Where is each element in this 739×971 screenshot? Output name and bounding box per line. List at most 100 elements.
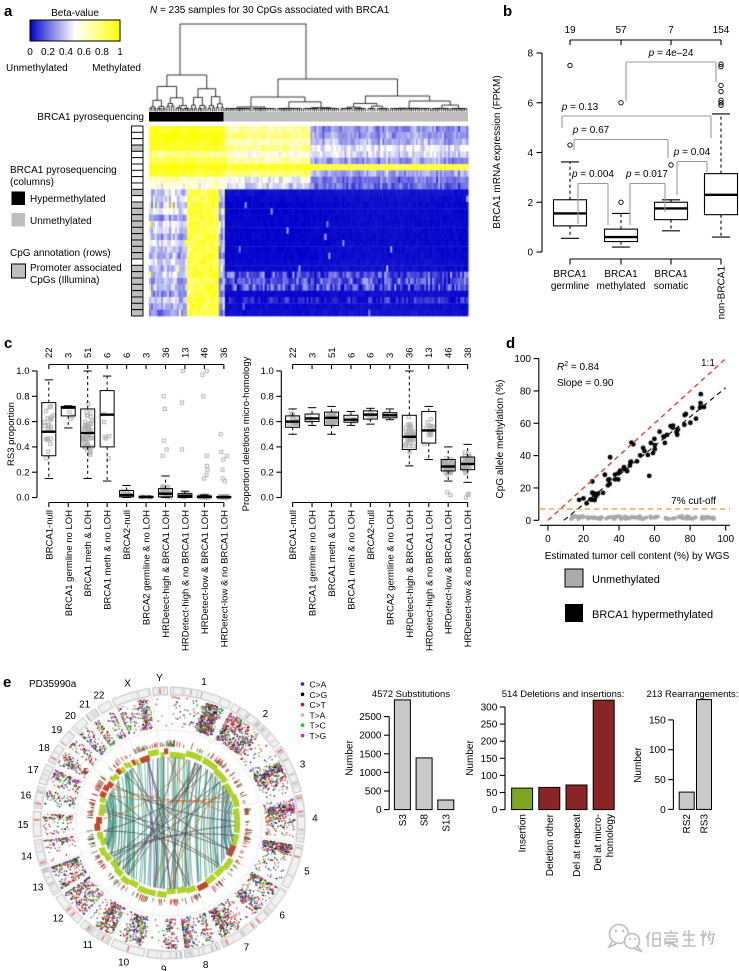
- svg-text:14: 14: [21, 851, 33, 862]
- svg-text:0: 0: [527, 248, 533, 259]
- svg-text:2: 2: [263, 709, 269, 720]
- svg-text:HRDetect-high & no BRCA1 LOH: HRDetect-high & no BRCA1 LOH: [180, 510, 191, 651]
- svg-text:p = 0.13: p = 0.13: [561, 102, 599, 113]
- svg-text:HRDetect-high & BRCA1 LOH: HRDetect-high & BRCA1 LOH: [405, 510, 416, 638]
- svg-text:50: 50: [655, 775, 667, 786]
- svg-text:p = 4e–24: p = 4e–24: [648, 48, 694, 59]
- svg-text:19: 19: [51, 725, 63, 736]
- svg-text:0.4: 0.4: [261, 442, 274, 453]
- svg-text:BRCA1: BRCA1: [553, 269, 587, 280]
- svg-text:7% cut-off: 7% cut-off: [671, 496, 716, 507]
- svg-text:8: 8: [527, 49, 533, 60]
- svg-text:100: 100: [481, 771, 498, 782]
- svg-text:10: 10: [118, 957, 130, 968]
- svg-text:T>A: T>A: [310, 710, 326, 720]
- svg-text:1.0: 1.0: [261, 366, 274, 377]
- svg-text:36: 36: [219, 347, 230, 358]
- svg-text:p = 0.004: p = 0.004: [571, 169, 614, 180]
- svg-text:Hypermethylated: Hypermethylated: [30, 194, 106, 205]
- svg-text:150: 150: [649, 715, 666, 726]
- svg-text:46: 46: [444, 347, 455, 358]
- svg-text:Unmethylated: Unmethylated: [6, 63, 68, 74]
- svg-text:0: 0: [376, 805, 382, 816]
- svg-text:Promoter associated: Promoter associated: [30, 263, 122, 274]
- svg-text:1000: 1000: [359, 768, 382, 779]
- svg-text:HRDetect-low & BRCA1 LOH: HRDetect-low & BRCA1 LOH: [200, 510, 211, 634]
- svg-text:Y: Y: [156, 673, 163, 684]
- svg-text:13: 13: [424, 347, 435, 358]
- svg-text:HRDetect-high & no BRCA1 LOH: HRDetect-high & no BRCA1 LOH: [424, 510, 435, 651]
- svg-text:Proportion deletions micro-hom: Proportion deletions micro-homology: [241, 356, 252, 511]
- svg-text:BRCA1-null: BRCA1-null: [288, 510, 299, 560]
- svg-text:0.8: 0.8: [261, 392, 274, 403]
- svg-text:38: 38: [463, 347, 474, 358]
- svg-text:Deletion other: Deletion other: [545, 813, 556, 876]
- svg-text:20: 20: [520, 483, 532, 494]
- svg-text:BRCA1 mRNA expression (FPKM): BRCA1 mRNA expression (FPKM): [492, 75, 503, 228]
- svg-text:Estimated tumor cell content (: Estimated tumor cell content (%) by WGS: [545, 551, 730, 562]
- svg-text:22: 22: [93, 690, 105, 701]
- svg-text:20: 20: [578, 534, 590, 545]
- svg-text:22: 22: [288, 347, 299, 358]
- svg-text:Insertion: Insertion: [518, 814, 529, 852]
- svg-text:e: e: [3, 674, 11, 691]
- svg-text:40: 40: [613, 534, 625, 545]
- svg-text:0.6: 0.6: [16, 417, 29, 428]
- svg-text:BRCA1: BRCA1: [604, 269, 638, 280]
- svg-text:b: b: [503, 3, 512, 20]
- svg-text:20: 20: [65, 711, 77, 722]
- svg-text:6: 6: [527, 98, 533, 109]
- svg-text:BRCA2 germline & no LOH: BRCA2 germline & no LOH: [385, 510, 396, 625]
- svg-text:11: 11: [83, 940, 94, 951]
- svg-text:250: 250: [481, 720, 498, 731]
- svg-text:1: 1: [117, 47, 123, 58]
- svg-text:RS2: RS2: [682, 814, 693, 834]
- svg-text:7: 7: [668, 25, 674, 36]
- svg-text:3: 3: [64, 353, 75, 358]
- svg-text:12: 12: [53, 914, 65, 925]
- svg-text:0: 0: [27, 47, 33, 58]
- svg-text:3: 3: [307, 353, 318, 358]
- svg-text:4: 4: [527, 148, 533, 159]
- svg-text:5: 5: [304, 866, 310, 877]
- svg-text:Beta-value: Beta-value: [51, 8, 99, 19]
- svg-text:PD35990a: PD35990a: [29, 679, 77, 690]
- svg-text:R2 = 0.84: R2 = 0.84: [557, 361, 599, 373]
- svg-text:213 Rearrangements:: 213 Rearrangements:: [647, 689, 739, 700]
- svg-text:150: 150: [481, 754, 498, 765]
- svg-text:2000: 2000: [359, 731, 382, 742]
- svg-text:0.4: 0.4: [16, 442, 29, 453]
- svg-text:Unmethylated: Unmethylated: [30, 216, 92, 227]
- svg-text:4572 Substitutions: 4572 Substitutions: [372, 689, 450, 700]
- svg-text:0.2: 0.2: [261, 467, 274, 478]
- svg-text:100: 100: [717, 534, 734, 545]
- svg-text:0.2: 0.2: [41, 47, 55, 58]
- svg-text:0: 0: [525, 516, 531, 527]
- svg-text:22: 22: [44, 347, 55, 358]
- svg-text:HRDetect-low & no BRCA1 LOH: HRDetect-low & no BRCA1 LOH: [219, 510, 230, 647]
- svg-text:germline: germline: [551, 281, 590, 292]
- svg-text:0: 0: [660, 805, 666, 816]
- svg-text:p = 0.04: p = 0.04: [673, 147, 711, 158]
- svg-text:300: 300: [481, 703, 498, 714]
- svg-text:a: a: [4, 3, 13, 20]
- svg-text:200: 200: [481, 737, 498, 748]
- svg-text:CpG allele methylation (%): CpG allele methylation (%): [495, 380, 506, 499]
- svg-text:4: 4: [312, 814, 318, 825]
- svg-text:d: d: [506, 335, 515, 352]
- svg-text:T>C: T>C: [310, 721, 326, 731]
- svg-text:C>A: C>A: [310, 680, 327, 690]
- svg-text:Slope = 0.90: Slope = 0.90: [557, 378, 614, 389]
- svg-text:0.6: 0.6: [261, 417, 274, 428]
- svg-text:BRCA2-null: BRCA2-null: [122, 510, 133, 560]
- svg-text:46: 46: [200, 347, 211, 358]
- svg-text:homology: homology: [605, 814, 616, 857]
- svg-text:Unmethylated: Unmethylated: [592, 574, 660, 586]
- svg-text:N = 235 samples for 30 CpGs as: N = 235 samples for 30 CpGs associated w…: [150, 5, 390, 16]
- svg-text:13: 13: [180, 347, 191, 358]
- svg-text:60: 60: [649, 534, 661, 545]
- svg-text:6: 6: [102, 353, 113, 358]
- svg-text:BRCA1 germline no LOH: BRCA1 germline no LOH: [64, 510, 75, 616]
- svg-text:80: 80: [685, 534, 697, 545]
- svg-text:C>T: C>T: [310, 700, 326, 710]
